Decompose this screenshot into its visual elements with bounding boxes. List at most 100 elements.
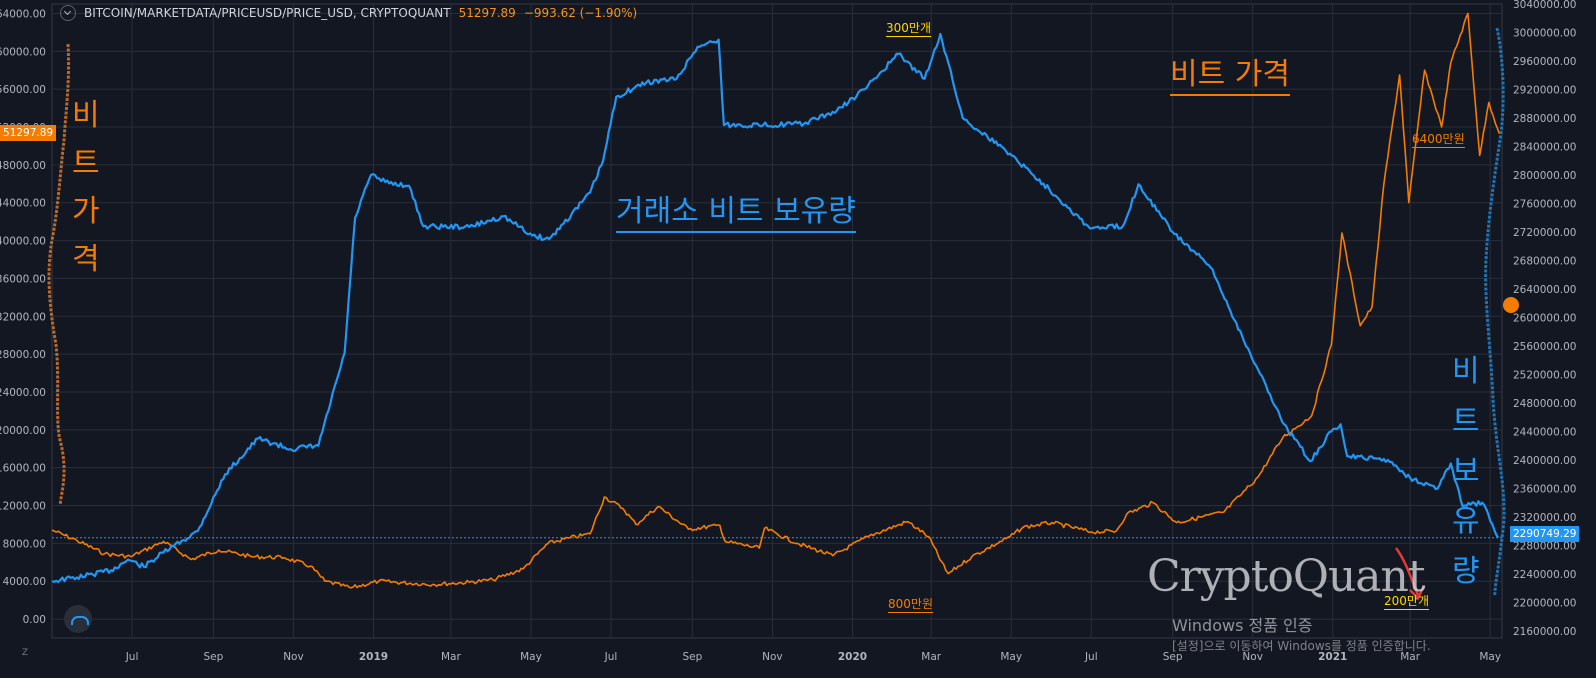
symbol-header: BITCOIN/MARKETDATA/PRICEUSD/PRICE_USD, C… <box>60 3 637 23</box>
left-price-tag: 51297.89 <box>0 125 57 141</box>
time-tick-label: Jul <box>1084 651 1098 663</box>
left-tick-label: 8000.00 <box>3 538 46 550</box>
right-vertical-char: 비 <box>1452 354 1480 389</box>
cryptoquant-watermark: CryptoQuant <box>1147 551 1426 602</box>
right-vertical-label: 비 트 보 유 량 <box>1452 357 1480 587</box>
time-axis: Jul Sep Nov 2019 Mar May Jul Sep Nov 2020 Mar May Ju… <box>125 651 1501 663</box>
time-tick-label: Mar <box>1400 651 1420 663</box>
right-tick-label: 2520000.00 <box>1513 369 1576 381</box>
time-tick-label: Jul <box>125 651 139 663</box>
left-vertical-char: 가 <box>72 194 100 229</box>
right-tick-label: 2320000.00 <box>1513 512 1576 524</box>
time-tick-label: Sep <box>682 651 702 663</box>
right-tick-label: 2680000.00 <box>1513 255 1576 267</box>
price-series <box>51 12 1501 589</box>
right-tick-label: 2800000.00 <box>1513 170 1576 182</box>
time-tick-label: May <box>1479 651 1501 663</box>
left-tick-label: 56000.00 <box>0 84 46 96</box>
grid-lines <box>51 3 1503 639</box>
reserve-series <box>51 32 1500 584</box>
time-tick-label: Nov <box>762 651 783 663</box>
hand-drawn-right-reserve-stroke <box>1484 27 1506 596</box>
price-high-label: 6400만원 <box>1412 132 1465 148</box>
time-tick-label: Jul <box>604 651 618 663</box>
tradingview-logo-icon[interactable] <box>64 605 92 633</box>
peak-label: 300만개 <box>886 21 931 37</box>
right-hand-stroke <box>1484 27 1506 596</box>
left-axis: 64000.0060000.0056000.0052000.0048000.00… <box>0 8 46 626</box>
right-vertical-char: 량 <box>1452 554 1480 589</box>
right-axis: 3040000.00 3000000.00 2960000.00 2920000.00… <box>1513 0 1576 638</box>
right-tick-label: 2640000.00 <box>1513 284 1576 296</box>
right-price-tag: 2290749.29 <box>1510 526 1580 542</box>
symbol-label: BITCOIN/MARKETDATA/PRICEUSD/PRICE_USD, C… <box>84 6 451 20</box>
settings-circle-icon[interactable] <box>1503 297 1519 313</box>
header-price: 51297.89 <box>458 6 516 20</box>
red-arrow-shaft <box>1394 547 1420 596</box>
windows-activation-title: Windows 정품 인증 <box>1172 616 1313 635</box>
left-tick-label: 44000.00 <box>0 198 46 210</box>
time-tick-label: Nov <box>283 651 304 663</box>
time-tick-label: May <box>520 651 542 663</box>
left-tick-label: 4000.00 <box>3 576 46 588</box>
left-vertical-char: 비 <box>72 98 100 133</box>
left-hand-stroke <box>47 43 71 506</box>
reserve-line <box>51 32 1500 584</box>
right-vertical-char: 유 <box>1452 504 1480 539</box>
left-tick-label: 36000.00 <box>0 273 46 285</box>
time-tick-label: 2020 <box>838 651 867 663</box>
windows-activation-hint: [설정]으로 이동하여 Windows를 정품 인증합니다. <box>1172 639 1431 653</box>
right-tick-label: 2280000.00 <box>1513 540 1576 552</box>
left-tick-label: 32000.00 <box>0 311 46 323</box>
left-tick-label: 28000.00 <box>0 349 46 361</box>
price-line <box>51 12 1501 589</box>
right-tick-label: 2960000.00 <box>1513 56 1576 68</box>
time-tick-label: 2019 <box>359 651 388 663</box>
collapse-icon[interactable] <box>60 5 76 21</box>
right-tick-label: 2200000.00 <box>1513 597 1576 609</box>
time-tick-label: 2021 <box>1318 651 1347 663</box>
time-tick-label: Sep <box>204 651 224 663</box>
time-tick-label: Nov <box>1242 651 1263 663</box>
right-tick-label: 2400000.00 <box>1513 455 1576 467</box>
left-tick-label: 0.00 <box>23 614 46 626</box>
right-tick-label: 3040000.00 <box>1513 0 1576 11</box>
low-label: 200만개 <box>1384 594 1429 610</box>
right-tick-label: 2880000.00 <box>1513 113 1576 125</box>
red-arrow-head <box>1409 585 1426 601</box>
left-tick-label: 48000.00 <box>0 160 46 172</box>
left-vertical-label: 비 트 가 격 <box>72 101 100 275</box>
right-tick-label: 2840000.00 <box>1513 141 1576 153</box>
right-tick-label: 2600000.00 <box>1513 312 1576 324</box>
time-tick-label: May <box>1000 651 1022 663</box>
right-vertical-char: 트 <box>1452 404 1480 439</box>
left-tick-label: 12000.00 <box>0 501 46 513</box>
right-vertical-char: 보 <box>1452 454 1480 489</box>
time-tick-label: Mar <box>921 651 941 663</box>
right-tick-label: 2160000.00 <box>1513 626 1576 638</box>
left-vertical-char: 격 <box>72 242 100 277</box>
header-change: −993.62 (−1.90%) <box>523 6 638 20</box>
right-tick-label: 2440000.00 <box>1513 426 1576 438</box>
hand-drawn-left-price-stroke <box>47 43 71 506</box>
left-vertical-char: 트 <box>72 146 100 181</box>
right-tick-label: 2480000.00 <box>1513 398 1576 410</box>
price-title-annotation: 비트 가격 <box>1170 57 1290 96</box>
left-tick-label: 40000.00 <box>0 236 46 248</box>
red-arrow-annotation <box>1394 547 1426 601</box>
right-tick-label: 2720000.00 <box>1513 227 1576 239</box>
time-tick-label: Mar <box>441 651 461 663</box>
right-tick-label: 2360000.00 <box>1513 483 1576 495</box>
right-tick-label: 3000000.00 <box>1513 27 1576 39</box>
right-tick-label: 2560000.00 <box>1513 341 1576 353</box>
left-tick-label: 24000.00 <box>0 387 46 399</box>
zoom-button[interactable]: Z <box>21 648 29 658</box>
left-tick-label: 64000.00 <box>0 8 46 20</box>
reserve-title-annotation: 거래소 비트 보유량 <box>616 194 856 233</box>
left-tick-label: 16000.00 <box>0 463 46 475</box>
plot-frame <box>51 3 1503 639</box>
left-tick-label: 20000.00 <box>0 425 46 437</box>
right-tick-label: 2920000.00 <box>1513 84 1576 96</box>
time-tick-label: Sep <box>1163 651 1183 663</box>
